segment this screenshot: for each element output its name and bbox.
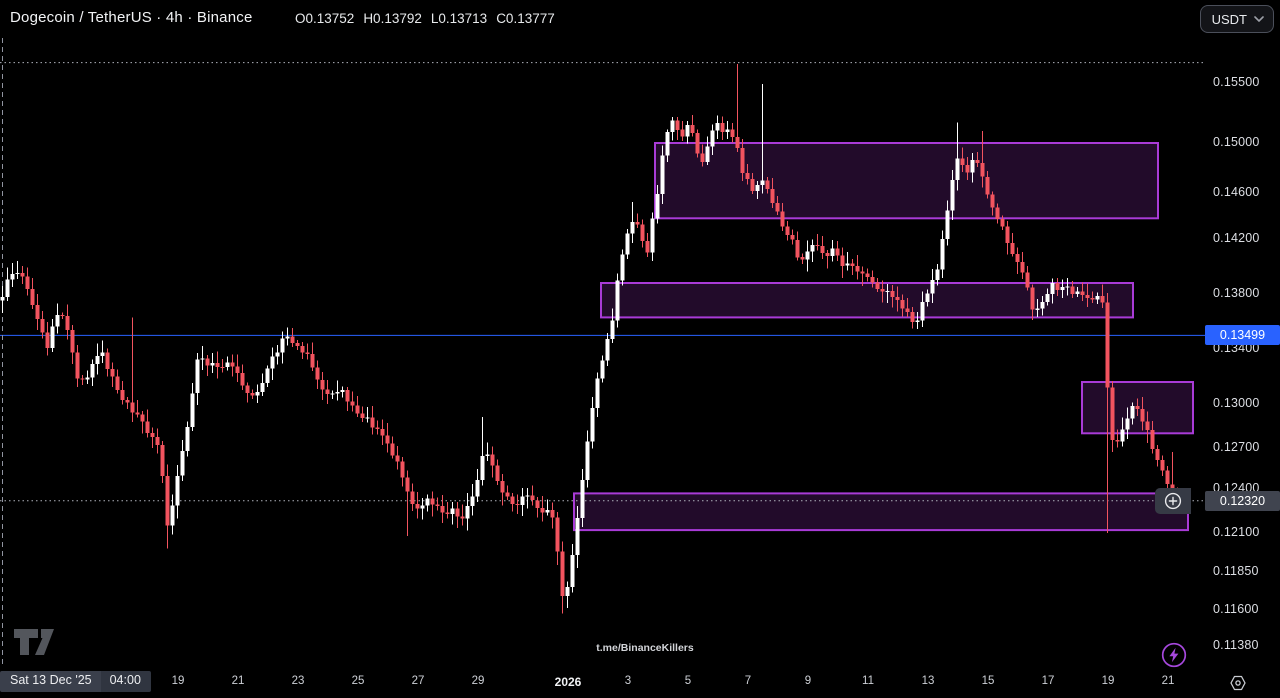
zones-group [573, 142, 1194, 532]
ohlc-open: O0.13752 [295, 11, 355, 26]
time-tick-label: 3 [624, 675, 632, 687]
price-tick-label: 0.12100 [1213, 525, 1260, 539]
crosshair-time: 04:00 [100, 671, 151, 692]
candles-group [0, 63, 1185, 614]
time-tick-label: 9 [804, 675, 812, 687]
time-tick-label: 21 [1161, 675, 1175, 687]
axis-settings-button[interactable] [1228, 673, 1248, 693]
time-tick-label: 19 [171, 675, 185, 687]
currency-selector-button[interactable]: USDT [1199, 5, 1274, 33]
blue-price-label: 0.13499 [1205, 325, 1280, 346]
ohlc-values: O0.13752 H0.13792 L0.13713 C0.13777 [295, 11, 564, 26]
currency-label: USDT [1211, 11, 1247, 27]
time-tick-label: 21 [231, 675, 245, 687]
current-price-label: 0.12320 [1205, 490, 1280, 511]
price-tick-label: 0.12700 [1213, 440, 1260, 454]
time-tick-label: 17 [1041, 675, 1055, 687]
candlestick-chart[interactable] [0, 0, 1205, 698]
price-tick-label: 0.14600 [1213, 185, 1260, 199]
ohlc-low: L0.13713 [430, 11, 488, 26]
tradingview-logo[interactable] [14, 629, 60, 661]
price-axis[interactable]: 0.15500 0.15000 0.14600 0.14200 0.13800 0.134… [1205, 38, 1280, 668]
time-axis[interactable]: Sat 13 Dec '25 04:00 19 21 23 25 27 29 2026 3 5 7… [0, 668, 1280, 698]
add-alert-plus-button[interactable] [1155, 487, 1191, 514]
time-tick-label: 5 [684, 675, 692, 687]
time-tick-label: 2026 [554, 675, 582, 689]
horizontal-lines-group [0, 62, 1205, 502]
price-tick-label: 0.11380 [1213, 638, 1259, 652]
boost-button[interactable] [1160, 641, 1188, 669]
time-tick-label: 23 [291, 675, 305, 687]
time-tick-label: 29 [471, 675, 485, 687]
lightning-bolt-icon [1161, 642, 1187, 668]
time-tick-label: 27 [411, 675, 425, 687]
plus-circle-icon [1164, 492, 1182, 509]
time-tick-label: 25 [351, 675, 365, 687]
gear-icon [1230, 675, 1246, 691]
time-tick-label: 11 [862, 675, 874, 687]
supply-zone-middle[interactable] [600, 282, 1134, 319]
price-tick-label: 0.14200 [1213, 231, 1260, 245]
crosshair-date: Sat 13 Dec '25 [0, 671, 101, 692]
time-tick-label: 7 [744, 675, 752, 687]
price-tick-label: 0.15500 [1213, 75, 1260, 89]
time-tick-label: 15 [981, 675, 995, 687]
watermark-text: t.me/BinanceKillers [596, 642, 694, 654]
time-tick-label: 13 [921, 675, 935, 687]
price-tick-label: 0.11600 [1213, 602, 1259, 616]
chevron-down-icon [1254, 16, 1264, 22]
price-tick-label: 0.13000 [1213, 396, 1260, 410]
price-tick-label: 0.13800 [1213, 286, 1260, 300]
ohlc-high: H0.13792 [363, 11, 422, 26]
chart-header: Dogecoin / TetherUS · 4h · Binance O0.13… [0, 0, 1280, 38]
symbol-title[interactable]: Dogecoin / TetherUS · 4h · Binance [10, 9, 253, 26]
demand-zone-lower[interactable] [573, 492, 1189, 532]
price-tick-label: 0.15000 [1213, 135, 1260, 149]
supply-zone-upper[interactable] [654, 142, 1159, 220]
crosshair-time-label: Sat 13 Dec '25 04:00 [0, 671, 151, 692]
ohlc-close: C0.13777 [496, 11, 555, 26]
price-tick-label: 0.11850 [1213, 564, 1259, 578]
time-tick-label: 19 [1101, 675, 1115, 687]
tradingview-logo-icon [14, 629, 54, 655]
